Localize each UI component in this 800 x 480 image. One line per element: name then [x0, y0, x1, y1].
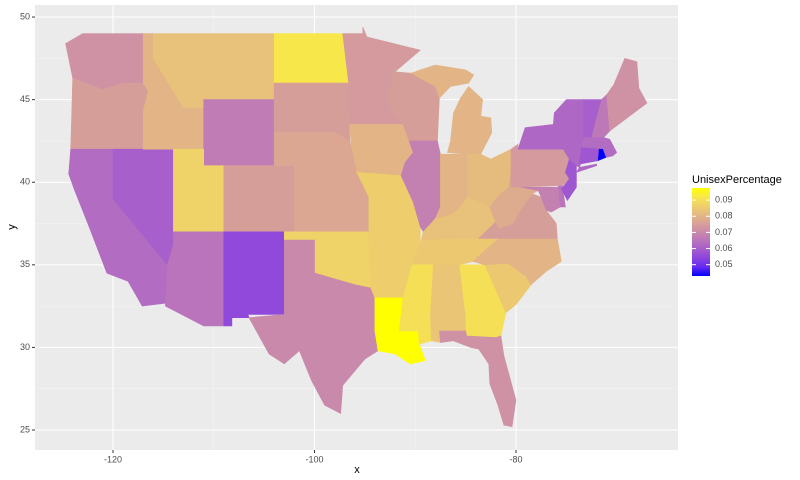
map: [65, 26, 648, 428]
legend-label: 0.07: [715, 227, 733, 237]
y-tick-label: 45: [20, 94, 30, 104]
region: [223, 231, 285, 327]
region: [439, 330, 517, 428]
legend-label: 0.06: [715, 243, 733, 253]
region: [606, 58, 648, 132]
region: [248, 239, 379, 414]
y-tick-label: 30: [20, 342, 30, 352]
region: [223, 165, 295, 233]
y-tick-label: 40: [20, 177, 30, 187]
region: [579, 147, 599, 165]
legend-label: 0.08: [715, 211, 733, 221]
region: [273, 82, 351, 142]
region: [273, 33, 350, 84]
x-axis-title: x: [354, 464, 360, 476]
y-tick-label: 50: [20, 11, 30, 21]
legend-label: 0.09: [715, 194, 733, 204]
region: [510, 143, 570, 188]
x-tick-label: -100: [305, 454, 323, 464]
region: [70, 77, 149, 150]
y-tick-label: 25: [20, 424, 30, 434]
legend-label: 0.05: [715, 259, 733, 269]
y-tick-label: 35: [20, 259, 30, 269]
region: [560, 158, 577, 201]
legend-colorbar: [692, 188, 710, 276]
region: [203, 99, 275, 166]
region: [400, 140, 441, 233]
x-tick-label: -80: [509, 454, 522, 464]
x-tick-label: -120: [104, 454, 122, 464]
legend-title: UnisexPercentage: [692, 174, 782, 186]
region: [294, 181, 370, 233]
region: [591, 94, 611, 138]
y-axis-title: y: [6, 224, 18, 230]
